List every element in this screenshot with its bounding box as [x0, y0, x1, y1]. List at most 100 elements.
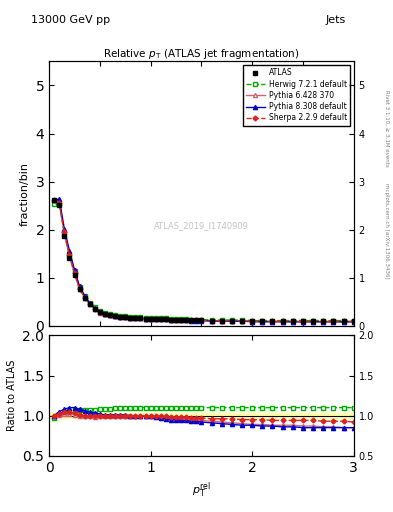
Herwig 7.2.1 default [158, 315, 163, 322]
Text: Rivet 3.1.10, ≥ 3.1M events: Rivet 3.1.10, ≥ 3.1M events [384, 90, 389, 166]
Herwig 7.2.1 default [230, 317, 234, 323]
Herwig 7.2.1 default [250, 317, 255, 324]
Herwig 7.2.1 default [52, 201, 57, 207]
Pythia 6.428 370 [189, 317, 194, 324]
ATLAS [153, 315, 158, 322]
Pythia 8.308 default [194, 317, 199, 324]
Pythia 8.308 default [321, 318, 326, 325]
Herwig 7.2.1 default [72, 268, 77, 274]
Herwig 7.2.1 default [97, 308, 102, 314]
ATLAS [118, 314, 123, 320]
Pythia 6.428 370 [169, 317, 173, 323]
Pythia 8.308 default [158, 316, 163, 323]
Herwig 7.2.1 default [133, 314, 138, 321]
Sherpa 2.2.9 default [67, 252, 72, 258]
Pythia 8.308 default [62, 226, 67, 232]
Herwig 7.2.1 default [163, 315, 168, 322]
Pythia 6.428 370 [153, 316, 158, 322]
Sherpa 2.2.9 default [230, 318, 234, 324]
Pythia 8.308 default [341, 318, 346, 325]
Title: Relative $p_{\mathrm{T}}$ (ATLAS jet fragmentation): Relative $p_{\mathrm{T}}$ (ATLAS jet fra… [103, 47, 299, 61]
Herwig 7.2.1 default [62, 230, 67, 237]
Pythia 8.308 default [97, 309, 102, 315]
Pythia 6.428 370 [87, 302, 92, 308]
Legend: ATLAS, Herwig 7.2.1 default, Pythia 6.428 370, Pythia 8.308 default, Sherpa 2.2.: ATLAS, Herwig 7.2.1 default, Pythia 6.42… [242, 65, 350, 125]
ATLAS [169, 316, 173, 323]
Pythia 8.308 default [331, 318, 336, 325]
Pythia 8.308 default [311, 318, 316, 325]
Pythia 6.428 370 [270, 318, 275, 325]
Pythia 8.308 default [118, 313, 123, 319]
ATLAS [260, 318, 265, 324]
Herwig 7.2.1 default [209, 317, 214, 323]
ATLAS [113, 313, 118, 319]
Line: Herwig 7.2.1 default: Herwig 7.2.1 default [52, 201, 356, 323]
Pythia 6.428 370 [148, 316, 153, 322]
Herwig 7.2.1 default [189, 316, 194, 323]
ATLAS [143, 315, 148, 322]
Herwig 7.2.1 default [301, 317, 305, 324]
ATLAS [92, 306, 97, 312]
X-axis label: $p_{\mathrm{T}}^{\mathrm{rel}}$: $p_{\mathrm{T}}^{\mathrm{rel}}$ [192, 480, 211, 500]
ATLAS [158, 316, 163, 322]
ATLAS [57, 202, 62, 208]
Pythia 8.308 default [52, 197, 57, 203]
Sherpa 2.2.9 default [103, 311, 107, 317]
Pythia 8.308 default [230, 318, 234, 324]
Pythia 8.308 default [169, 317, 173, 323]
Herwig 7.2.1 default [108, 311, 112, 317]
Pythia 8.308 default [67, 248, 72, 254]
Sherpa 2.2.9 default [174, 317, 178, 323]
Pythia 8.308 default [138, 315, 143, 322]
Sherpa 2.2.9 default [72, 270, 77, 276]
Pythia 6.428 370 [280, 318, 285, 325]
Pythia 8.308 default [163, 316, 168, 323]
Pythia 6.428 370 [52, 197, 57, 203]
Pythia 6.428 370 [240, 318, 244, 324]
ATLAS [341, 318, 346, 324]
Pythia 8.308 default [260, 318, 265, 325]
ATLAS [97, 309, 102, 315]
Sherpa 2.2.9 default [169, 317, 173, 323]
Pythia 6.428 370 [143, 316, 148, 322]
Sherpa 2.2.9 default [351, 318, 356, 325]
Sherpa 2.2.9 default [341, 318, 346, 325]
Pythia 6.428 370 [250, 318, 255, 325]
Pythia 8.308 default [179, 317, 184, 323]
Pythia 6.428 370 [82, 294, 87, 301]
ATLAS [62, 233, 67, 239]
Line: Pythia 8.308 default: Pythia 8.308 default [52, 197, 356, 324]
Herwig 7.2.1 default [82, 292, 87, 298]
ATLAS [321, 318, 326, 324]
Pythia 6.428 370 [260, 318, 265, 325]
ATLAS [250, 318, 255, 324]
Sherpa 2.2.9 default [143, 315, 148, 322]
ATLAS [280, 318, 285, 324]
Pythia 8.308 default [189, 317, 194, 324]
Sherpa 2.2.9 default [184, 317, 189, 323]
ATLAS [194, 317, 199, 323]
ATLAS [311, 318, 316, 324]
Line: Pythia 6.428 370: Pythia 6.428 370 [52, 198, 356, 324]
ATLAS [52, 197, 57, 203]
Herwig 7.2.1 default [103, 310, 107, 316]
Pythia 8.308 default [174, 317, 178, 323]
Sherpa 2.2.9 default [209, 318, 214, 324]
Sherpa 2.2.9 default [128, 314, 133, 321]
Pythia 6.428 370 [92, 306, 97, 312]
Pythia 6.428 370 [97, 309, 102, 315]
Pythia 8.308 default [92, 305, 97, 311]
Pythia 8.308 default [133, 315, 138, 321]
Line: Sherpa 2.2.9 default: Sherpa 2.2.9 default [52, 198, 355, 323]
Pythia 6.428 370 [113, 313, 118, 319]
Pythia 6.428 370 [103, 311, 107, 317]
ATLAS [103, 311, 107, 317]
ATLAS [138, 315, 143, 321]
ATLAS [133, 315, 138, 321]
ATLAS [123, 314, 128, 321]
Herwig 7.2.1 default [92, 304, 97, 310]
Sherpa 2.2.9 default [57, 200, 62, 206]
Pythia 8.308 default [280, 318, 285, 325]
ATLAS [163, 316, 168, 322]
Herwig 7.2.1 default [148, 315, 153, 321]
